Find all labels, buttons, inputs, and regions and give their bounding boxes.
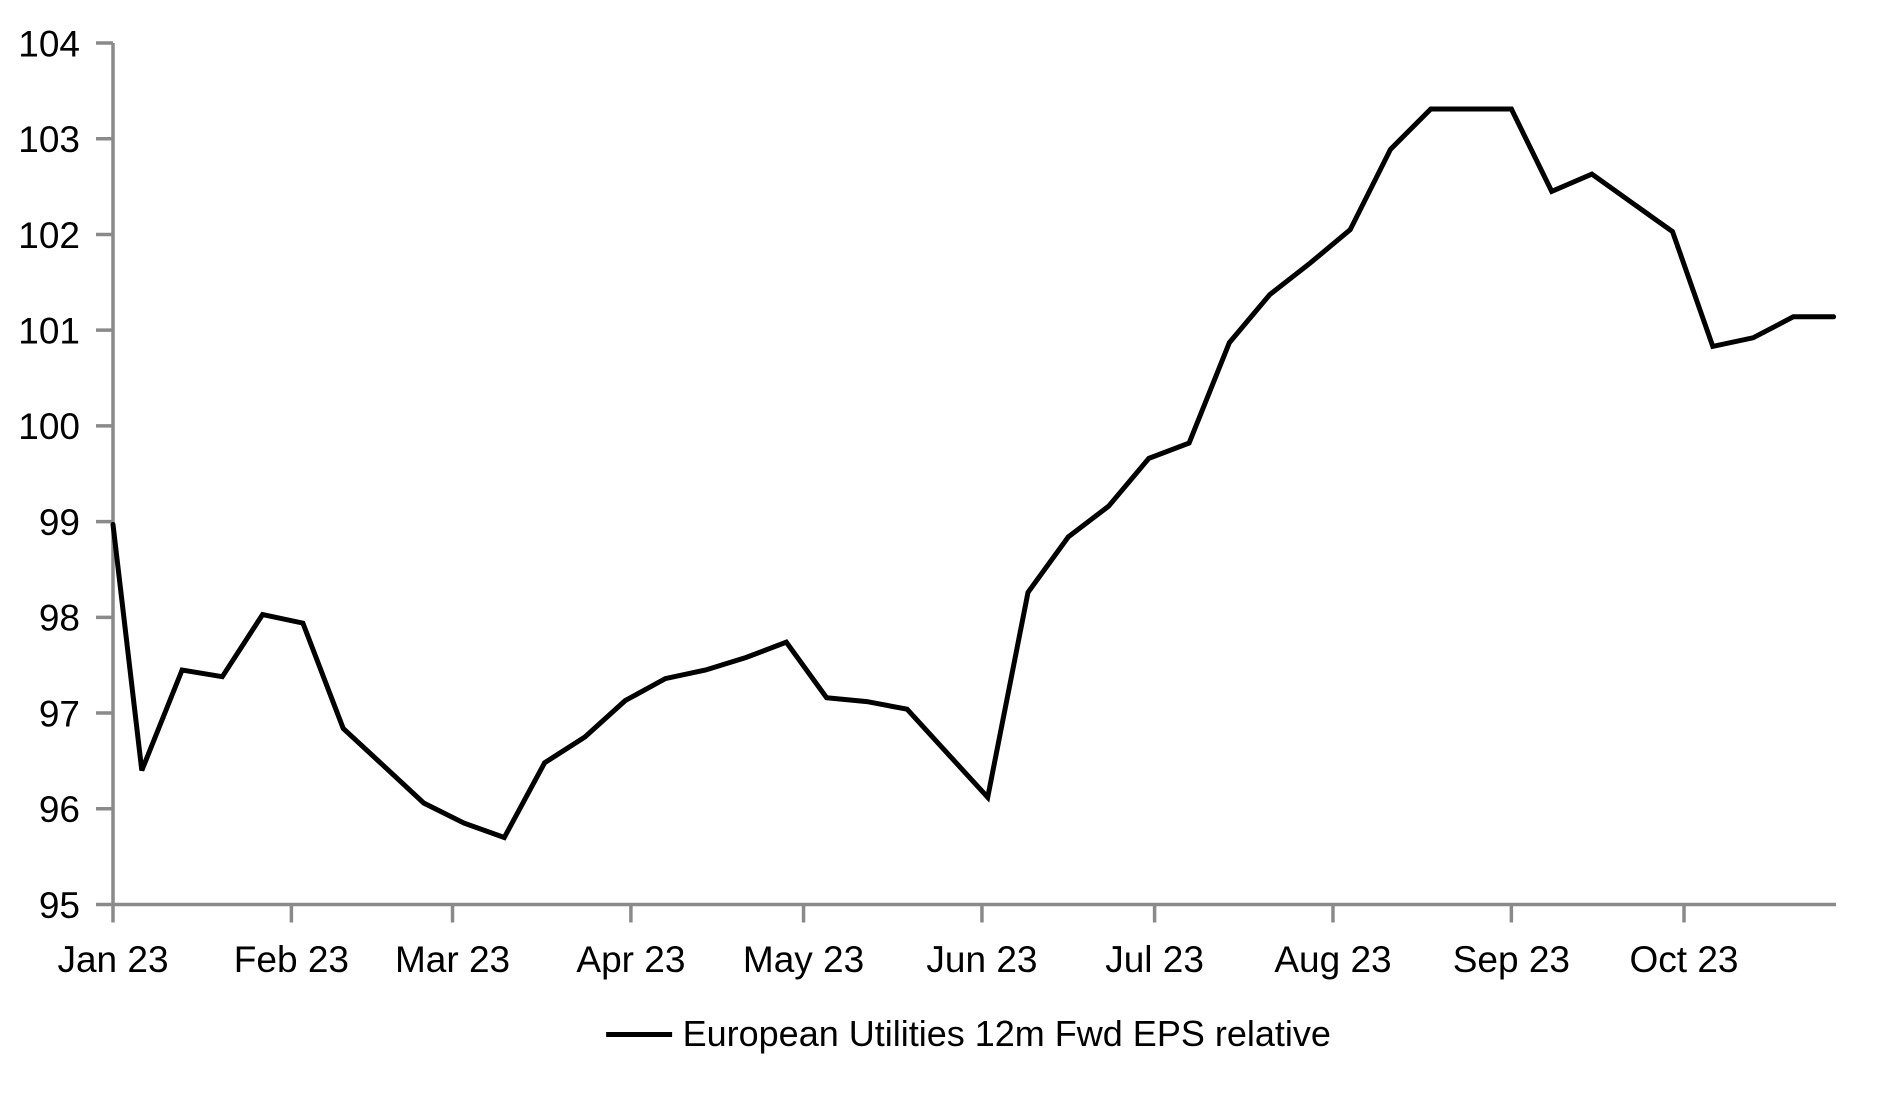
x-tick-label: Aug 23 — [1274, 939, 1391, 980]
x-tick-label: Mar 23 — [395, 939, 510, 980]
y-tick-label: 96 — [39, 789, 80, 830]
legend-label: European Utilities 12m Fwd EPS relative — [682, 1013, 1331, 1054]
y-tick-label: 98 — [39, 598, 80, 639]
legend: European Utilities 12m Fwd EPS relative — [605, 1013, 1331, 1055]
y-tick-label: 102 — [18, 215, 80, 256]
x-tick-label: Jun 23 — [926, 939, 1037, 980]
x-tick-label: Apr 23 — [576, 939, 685, 980]
y-tick-label: 101 — [18, 310, 80, 351]
y-tick-label: 100 — [18, 406, 80, 447]
series-line — [110, 106, 1837, 841]
y-tick-label: 104 — [18, 23, 80, 64]
x-tick-label: Feb 23 — [234, 939, 349, 980]
x-tick-label: Jul 23 — [1105, 939, 1204, 980]
x-tick-label: Oct 23 — [1630, 939, 1739, 980]
x-tick-label: Jan 23 — [57, 939, 168, 980]
x-tick-label: May 23 — [743, 939, 864, 980]
y-tick-label: 95 — [39, 885, 80, 926]
y-tick-label: 97 — [39, 693, 80, 734]
y-tick-label: 103 — [18, 119, 80, 160]
y-tick-label: 99 — [39, 502, 80, 543]
legend-line-swatch — [605, 1031, 672, 1037]
x-tick-label: Sep 23 — [1453, 939, 1570, 980]
